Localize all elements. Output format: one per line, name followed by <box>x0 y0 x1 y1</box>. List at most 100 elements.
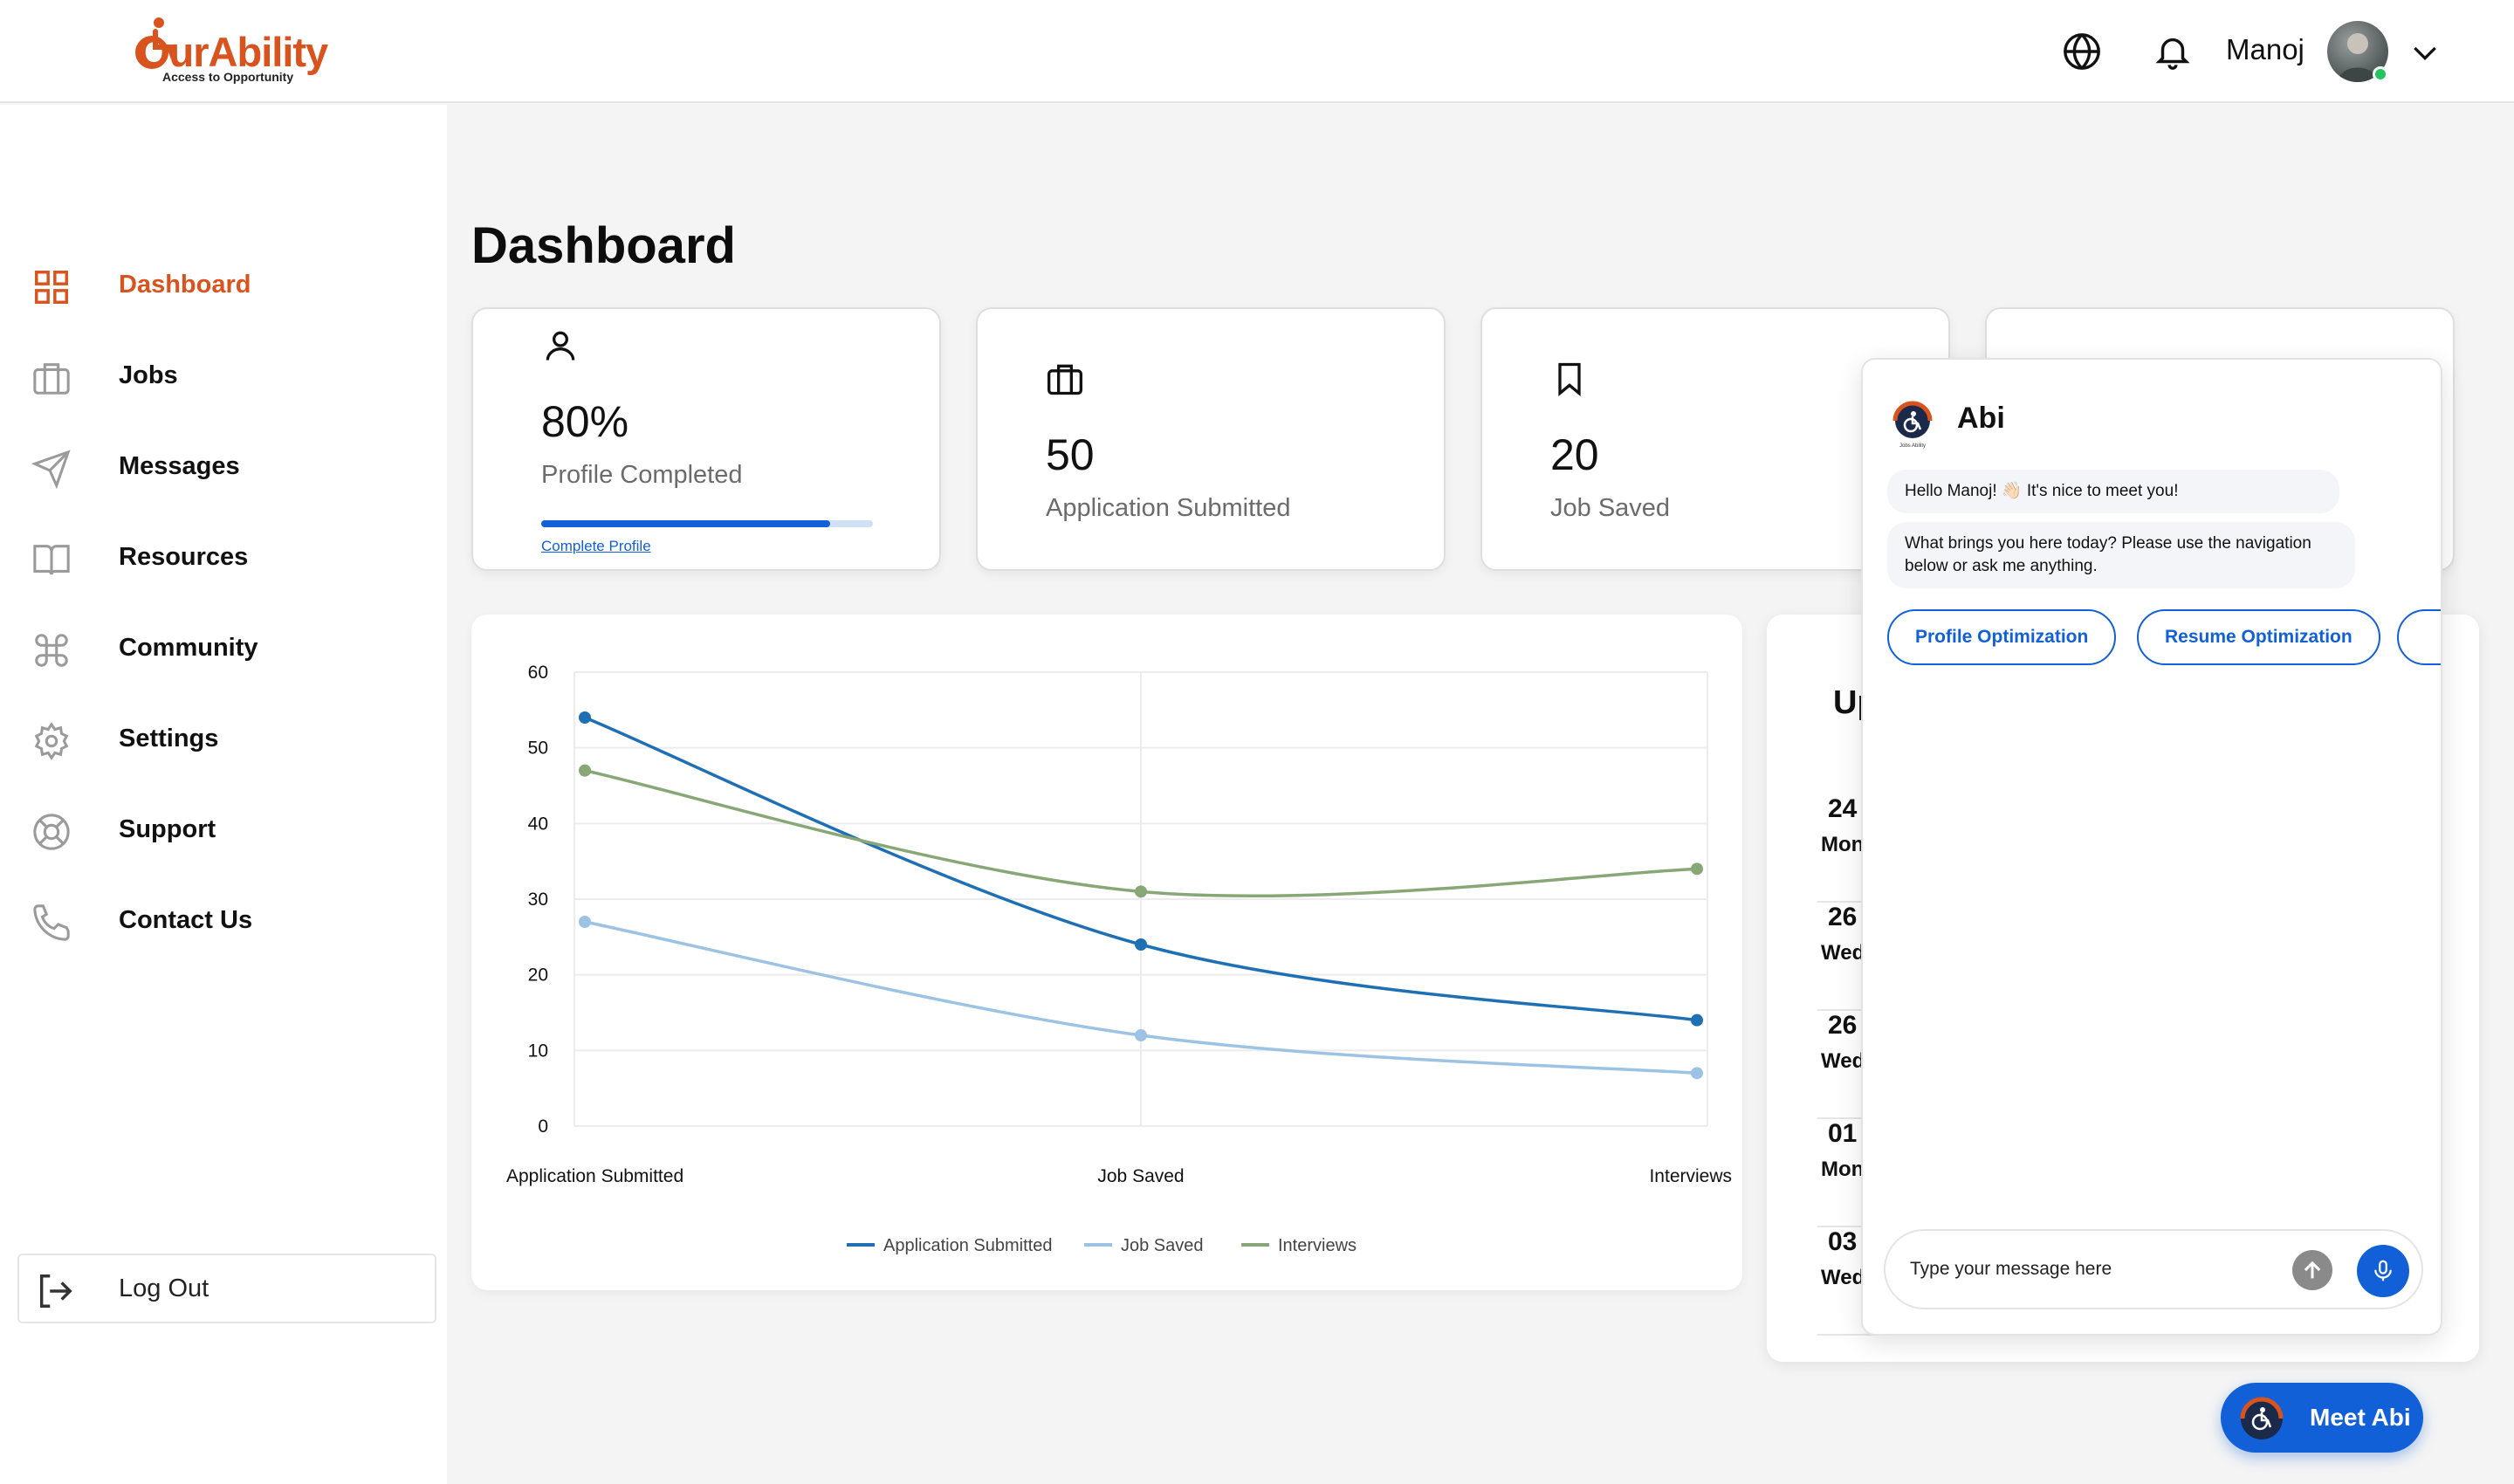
chat-message-input[interactable] <box>1910 1252 2294 1287</box>
page-title: Dashboard <box>471 217 736 274</box>
command-icon <box>35 634 68 667</box>
applications-submitted-card: 50 Application Submitted <box>976 307 1446 571</box>
wheelchair-logo-icon <box>135 17 177 69</box>
more-chip[interactable] <box>2397 609 2441 665</box>
stat-label: Job Saved <box>1550 494 1671 522</box>
upcoming-weekday: Mon <box>1821 1158 1865 1181</box>
sidebar-item-jobs[interactable]: Jobs <box>0 342 447 412</box>
bot-message: What brings you here today? Please use t… <box>1887 522 2355 588</box>
data-point <box>1135 1029 1147 1041</box>
stat-label: Application Submitted <box>1046 494 1291 522</box>
y-tick-label: 0 <box>538 1116 548 1137</box>
data-point <box>1691 1013 1703 1027</box>
upcoming-day: 03 <box>1828 1227 1858 1256</box>
data-point <box>1135 885 1147 898</box>
avatar[interactable] <box>2327 21 2388 82</box>
legend-label: Interviews <box>1278 1236 1357 1255</box>
bot-name: Abi <box>1957 402 2005 435</box>
bot-message: Hello Manoj! 👋🏻 It's nice to meet you! <box>1887 470 2339 513</box>
y-tick-label: 20 <box>528 965 548 986</box>
globe-icon[interactable] <box>2062 31 2102 72</box>
upcoming-item[interactable]: 26 Wed <box>1817 903 1922 1011</box>
user-icon <box>546 331 575 361</box>
data-point <box>579 711 591 724</box>
sidebar-item-contact-us[interactable]: Contact Us <box>0 887 447 957</box>
sidebar-item-support[interactable]: Support <box>0 796 447 866</box>
sidebar-item-settings[interactable]: Settings <box>0 705 447 775</box>
sidebar-item-label: Settings <box>119 725 219 752</box>
send-button[interactable] <box>2292 1250 2332 1290</box>
legend-label: Job Saved <box>1121 1236 1204 1255</box>
upcoming-weekday: Wed <box>1821 1049 1865 1073</box>
upcoming-weekday: Wed <box>1821 1266 1865 1289</box>
data-point <box>1135 938 1147 951</box>
upcoming-item[interactable]: 03 Wed <box>1817 1227 1922 1336</box>
sidebar-item-messages[interactable]: Messages <box>0 433 447 503</box>
chevron-down-icon[interactable] <box>2408 35 2442 70</box>
y-tick-label: 10 <box>528 1041 548 1061</box>
upcoming-day: 24 <box>1828 794 1858 823</box>
send-icon <box>31 450 71 489</box>
meet-abi-label: Meet Abi <box>2310 1404 2411 1431</box>
arrow-up-icon <box>2304 1261 2321 1279</box>
sidebar-item-label: Support <box>119 815 216 843</box>
logo-tagline: Access to Opportunity <box>162 70 294 84</box>
stat-value: 50 <box>1046 430 1095 479</box>
profile-progress-bar <box>541 520 873 527</box>
ourability-logo[interactable]: OurAbility Access to Opportunity <box>129 16 328 89</box>
profile-optimization-chip[interactable]: Profile Optimization <box>1887 609 2117 665</box>
data-point <box>1691 1067 1703 1080</box>
y-tick-label: 30 <box>528 890 548 910</box>
logout-label: Log Out <box>119 1274 210 1302</box>
upcoming-weekday: Mon <box>1821 833 1865 856</box>
sidebar-item-label: Resources <box>119 543 249 571</box>
upcoming-day: 26 <box>1828 903 1858 931</box>
bookmark-icon <box>1558 362 1581 397</box>
y-tick-label: 40 <box>528 814 548 834</box>
sidebar-item-community[interactable]: Community <box>0 615 447 684</box>
gear-icon <box>34 722 69 760</box>
line-chart: 0 10 20 30 40 50 60 Application Submitted Job Sa… <box>506 663 1732 1255</box>
data-point <box>1691 862 1703 876</box>
complete-profile-link[interactable]: Complete Profile <box>541 538 651 554</box>
data-point <box>579 764 591 777</box>
meet-abi-button[interactable]: Meet Abi <box>2221 1383 2423 1453</box>
stat-value: 80% <box>541 397 629 446</box>
activity-chart-card: 0 10 20 30 40 50 60 Application Submitted Job Sa… <box>471 615 1742 1290</box>
y-tick-label: 60 <box>528 663 548 683</box>
y-tick-label: 50 <box>528 739 548 759</box>
upcoming-day: 26 <box>1828 1011 1858 1040</box>
x-tick-label: Application Submitted <box>506 1166 683 1186</box>
chat-input-bar <box>1884 1229 2423 1309</box>
sidebar-item-label: Community <box>119 634 258 662</box>
abi-logo-caption: Jobs Ability <box>1899 443 1926 449</box>
sidebar-item-resources[interactable]: Resources <box>0 524 447 594</box>
sidebar: Dashboard Jobs Messages Resources Commun… <box>0 105 447 1484</box>
grid-icon <box>35 271 68 304</box>
lifebuoy-icon <box>33 814 70 850</box>
phone-icon <box>33 904 70 941</box>
briefcase-icon <box>33 363 70 395</box>
sidebar-item-label: Contact Us <box>119 906 253 934</box>
stat-label: Profile Completed <box>541 461 743 489</box>
briefcase-icon <box>1048 364 1082 395</box>
chatbot-panel: Jobs Ability Abi Hello Manoj! 👋🏻 It's ni… <box>1861 358 2442 1336</box>
bell-icon[interactable] <box>2153 31 2193 72</box>
microphone-icon <box>2374 1260 2392 1281</box>
upcoming-day: 01 <box>1828 1119 1858 1148</box>
logout-button[interactable]: Log Out <box>17 1254 436 1323</box>
sidebar-item-dashboard[interactable]: Dashboard <box>0 251 447 321</box>
abi-logo-icon: Jobs Ability <box>1892 401 1933 449</box>
legend-label: Application Submitted <box>883 1236 1052 1255</box>
resume-optimization-chip[interactable]: Resume Optimization <box>2137 609 2380 665</box>
profile-completed-card: 80% Profile Completed Complete Profile <box>471 307 941 571</box>
x-tick-label: Interviews <box>1649 1166 1732 1186</box>
upcoming-weekday: Wed <box>1821 941 1865 965</box>
logout-icon <box>39 1274 72 1308</box>
book-icon <box>33 545 70 575</box>
profile-progress-fill <box>541 520 830 527</box>
voice-input-button[interactable] <box>2357 1245 2409 1297</box>
user-name[interactable]: Manoj <box>2226 33 2304 65</box>
abi-logo-icon <box>2240 1397 2284 1439</box>
data-point <box>579 916 591 928</box>
